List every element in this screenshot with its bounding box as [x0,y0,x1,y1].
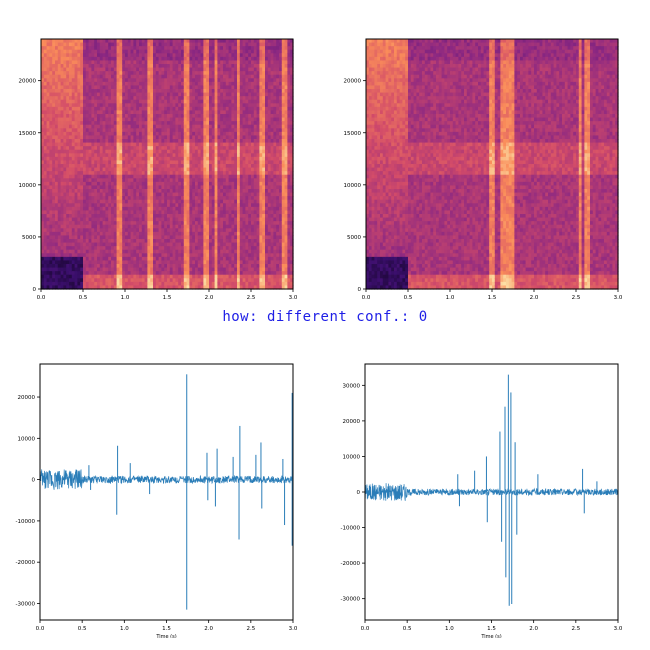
spec-right-xtick-label: 3.0 [614,295,623,301]
spec-left-xtick-label: 0.0 [37,295,46,301]
wave-left-ytick-label: 10000 [18,436,36,442]
wave-left-ytick-label: -20000 [16,560,36,566]
wave-right-ytick-label: -20000 [341,561,361,567]
wave-left-xtick-label: 2.0 [204,626,213,632]
wave-left-ytick-label: -30000 [16,601,36,607]
wave-right-xtick-label: 2.5 [571,626,580,632]
wave-left-ytick-label: 20000 [18,395,36,401]
wave-left-ytick-label: -10000 [16,519,36,525]
spec-right-xtick-label: 0.5 [404,295,413,301]
spec-right-xtick-label: 0.0 [362,295,371,301]
spec-left-xtick-label: 2.0 [205,295,214,301]
spec-right-xtick-label: 1.0 [446,295,455,301]
spec-left-xtick-label: 1.0 [121,295,130,301]
spectrogram-left: 0.0 0.5 1.0 1.5 2.0 2.5 3.0 0 5000 10000 15000 2000… [19,38,298,301]
wave-left-xtick-label: 2.5 [246,626,255,632]
wave-left-xtick-label: 0.0 [36,626,45,632]
wave-right-xtick-label: 0.5 [403,626,412,632]
spec-right-xtick-label: 1.5 [488,295,497,301]
spec-left-xtick-label: 3.0 [289,295,298,301]
wave-right-ytick-label: -10000 [341,526,361,532]
spec-left-cells [41,39,294,290]
wave-right-xtick-label: 2.0 [529,626,538,632]
wave-left-xtick-label: 1.0 [120,626,129,632]
comparison-caption: how: different conf.: 0 [222,309,428,325]
wave-right-ytick-label: 30000 [343,383,361,389]
wave-right-ytick-label: 0 [357,490,361,496]
wave-left-xtick-label: 1.5 [162,626,171,632]
spec-left-ytick-label: 10000 [19,183,37,189]
spec-left-ytick-label: 5000 [22,235,36,241]
wave-left-xtick-label: 3.0 [289,626,298,632]
wave-left-xlabel: Time (s) [155,634,176,638]
wave-left-xtick-label: 0.5 [78,626,87,632]
spectrogram-right: 0.0 0.5 1.0 1.5 2.0 2.5 3.0 0 5000 10000 15000 2000… [344,38,623,301]
spectrogram-left-panel: 0.0 0.5 1.0 1.5 2.0 2.5 3.0 0 5000 10000 15000 2000… [18,30,303,302]
waveform-right-panel: 0.0 0.5 1.0 1.5 2.0 2.5 3.0 -30000 -20000 -10000 0… [329,356,628,638]
wave-right-xlabel: Time (s) [480,634,501,638]
waveform-right: 0.0 0.5 1.0 1.5 2.0 2.5 3.0 -30000 -20000 -10000 0… [341,363,623,638]
wave-right-signal [364,483,619,501]
wave-right-ytick-label: 20000 [343,419,361,425]
spec-left-xtick-label: 0.5 [79,295,88,301]
wave-right-xtick-label: 3.0 [614,626,623,632]
spec-left-ytick-label: 20000 [19,79,37,85]
spec-left-ytick-label: 0 [33,287,37,293]
wave-right-ytick-label: 10000 [343,454,361,460]
spec-right-ytick-label: 0 [358,287,362,293]
spec-right-ytick-label: 15000 [344,131,362,137]
spec-left-ytick-label: 15000 [19,131,37,137]
spec-right-cells [366,39,619,290]
spec-right-xtick-label: 2.0 [530,295,539,301]
waveform-left: 0.0 0.5 1.0 1.5 2.0 2.5 3.0 -30000 -20000 -10000 0… [16,363,298,638]
spec-right-xtick-label: 2.5 [572,295,581,301]
spec-left-xtick-label: 1.5 [163,295,172,301]
wave-left-signal [39,469,294,490]
wave-left-ytick-label: 0 [32,478,36,484]
wave-right-xtick-label: 1.5 [487,626,496,632]
spec-left-xtick-label: 2.5 [247,295,256,301]
waveform-left-panel: 0.0 0.5 1.0 1.5 2.0 2.5 3.0 -30000 -20000 -10000 0… [4,356,303,638]
wave-left-frame [39,363,294,621]
wave-right-xtick-label: 1.0 [445,626,454,632]
spec-right-ytick-label: 5000 [347,235,361,241]
wave-right-xtick-label: 0.0 [361,626,370,632]
spectrogram-right-panel: 0.0 0.5 1.0 1.5 2.0 2.5 3.0 0 5000 10000 15000 2000… [343,30,628,302]
spec-right-ytick-label: 10000 [344,183,362,189]
wave-right-ytick-label: -30000 [341,597,361,603]
spec-right-ytick-label: 20000 [344,79,362,85]
